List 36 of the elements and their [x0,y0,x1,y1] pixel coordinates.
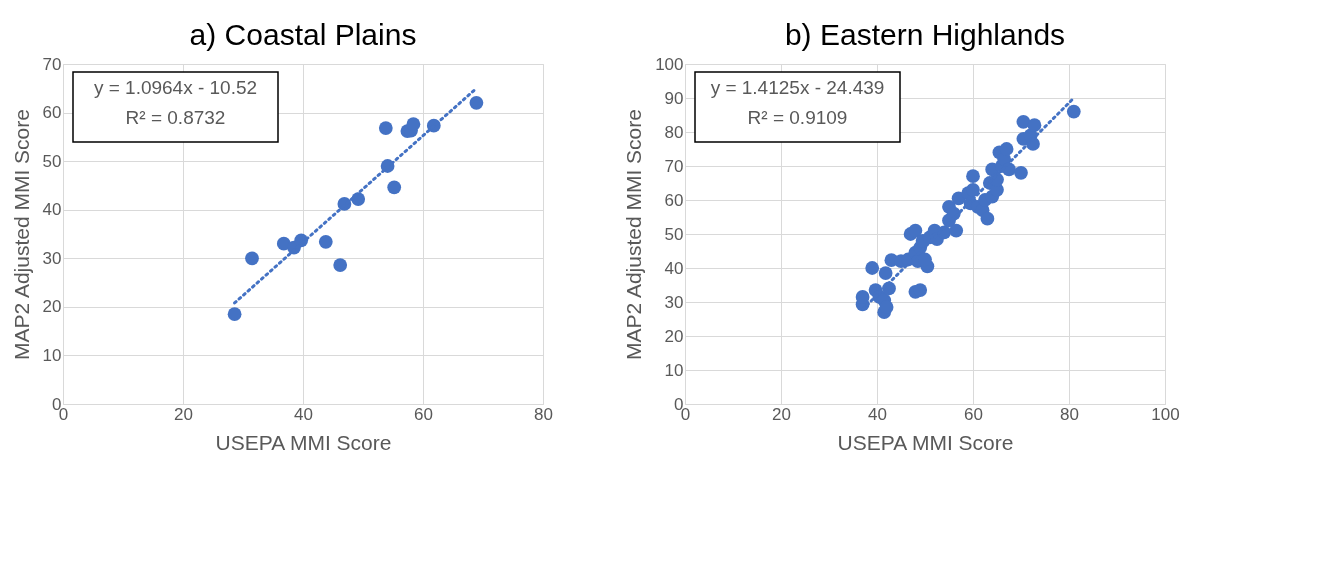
x-tick-label: 100 [1151,404,1180,424]
y-tick-label: 50 [42,151,62,171]
x-tick-label: 40 [294,404,313,424]
x-axis-title: USEPA MMI Score [215,430,392,454]
annotation: y = 1.0964x - 10.52 [93,77,258,98]
x-tick-label: 80 [534,404,553,424]
y-tick-label: 40 [42,200,62,220]
y-tick-label: 80 [664,122,684,142]
y-tick-label: 10 [42,345,62,365]
y-axis-title: MAP2 Adjusted MMI Score [9,109,33,360]
x-tick-label: 80 [1060,404,1079,424]
chart-title: a) Coastal Plains [189,18,417,51]
annotation: R² = 0.9109 [747,107,848,128]
x-tick-label: 40 [868,404,887,424]
y-tick-label: 70 [664,156,684,176]
y-tick-label: 90 [664,88,684,108]
y-tick-label: 100 [655,54,684,74]
y-tick-label: 70 [42,54,62,74]
y-tick-label: 60 [664,190,684,210]
y-tick-label: 20 [42,297,62,317]
x-tick-label: 20 [174,404,193,424]
annotation: R² = 0.8732 [125,107,226,128]
x-tick-label: 60 [964,404,983,424]
y-tick-label: 40 [664,258,684,278]
y-axis-title: MAP2 Adjusted MMI Score [622,109,646,360]
y-tick-label: 20 [664,326,684,346]
y-tick-label: 10 [664,360,684,380]
x-tick-label: 20 [772,404,791,424]
x-tick-label: 60 [414,404,433,424]
annotation: y = 1.4125x - 24.439 [710,77,885,98]
chart-title: b) Eastern Highlands [784,18,1066,51]
y-tick-label: 50 [664,224,684,244]
y-tick-label: 60 [42,103,62,123]
y-tick-label: 30 [42,248,62,268]
y-tick-label: 30 [664,292,684,312]
x-axis-title: USEPA MMI Score [837,430,1014,454]
